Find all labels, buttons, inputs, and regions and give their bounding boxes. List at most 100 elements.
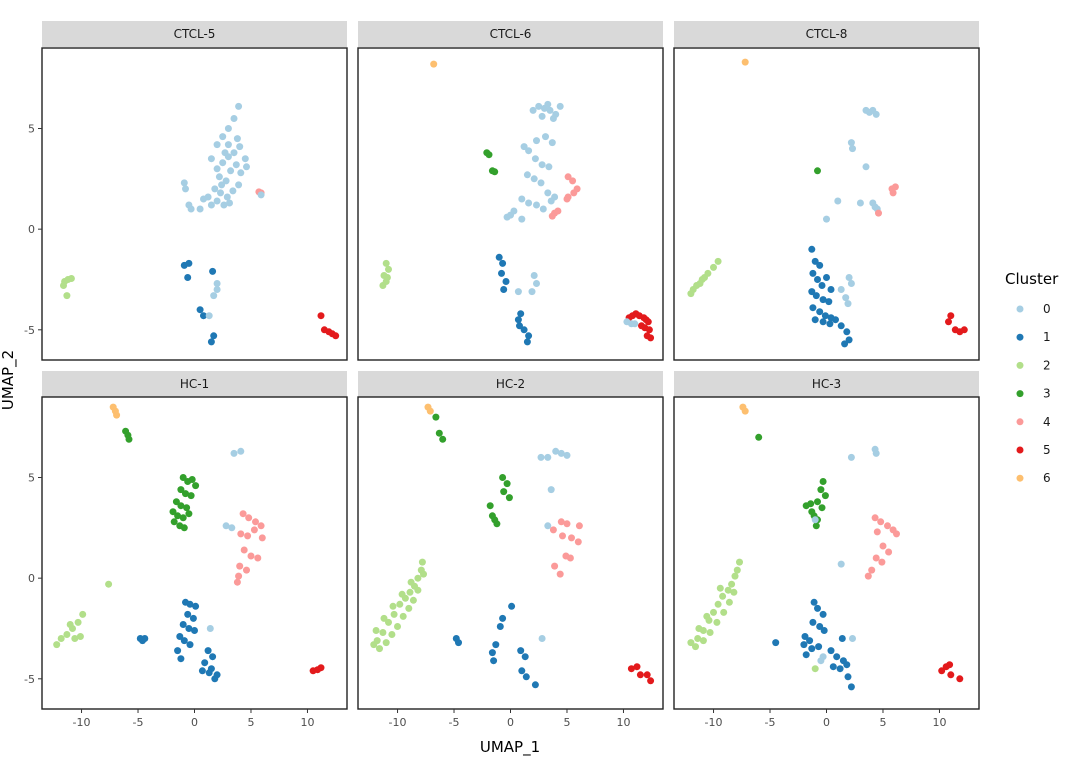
point-cluster-4 xyxy=(245,514,253,522)
point-cluster-4 xyxy=(549,526,557,534)
legend-label: 0 xyxy=(1043,302,1051,316)
point-cluster-2 xyxy=(60,282,67,289)
point-cluster-2 xyxy=(731,572,739,580)
point-cluster-1 xyxy=(205,669,213,677)
point-cluster-0 xyxy=(220,201,228,209)
point-cluster-5 xyxy=(947,671,955,679)
point-cluster-0 xyxy=(207,201,215,209)
point-cluster-0 xyxy=(200,195,207,203)
point-cluster-3 xyxy=(180,524,188,532)
point-cluster-2 xyxy=(389,602,397,610)
point-cluster-0 xyxy=(871,203,879,211)
point-cluster-1 xyxy=(184,274,192,281)
point-cluster-0 xyxy=(230,449,238,457)
point-cluster-4 xyxy=(875,209,882,217)
point-cluster-1 xyxy=(838,635,846,642)
point-cluster-0 xyxy=(237,447,245,455)
point-cluster-2 xyxy=(376,645,383,653)
point-cluster-4 xyxy=(247,552,255,560)
point-cluster-4 xyxy=(878,558,886,566)
point-cluster-1 xyxy=(502,278,510,285)
point-cluster-2 xyxy=(53,641,61,649)
point-cluster-3 xyxy=(174,512,182,520)
point-cluster-5 xyxy=(627,665,635,673)
point-cluster-4 xyxy=(233,578,241,586)
point-cluster-1 xyxy=(833,653,841,661)
point-cluster-2 xyxy=(736,558,743,566)
point-cluster-3 xyxy=(499,474,507,481)
point-cluster-3 xyxy=(818,504,826,512)
point-cluster-1 xyxy=(176,633,184,640)
point-cluster-0 xyxy=(529,106,537,114)
point-cluster-3 xyxy=(432,413,440,421)
point-cluster-0 xyxy=(213,165,221,173)
point-cluster-1 xyxy=(514,316,522,324)
point-cluster-3 xyxy=(177,502,185,510)
point-cluster-4 xyxy=(884,522,891,530)
point-cluster-2 xyxy=(687,639,695,647)
point-cluster-0 xyxy=(631,320,639,328)
point-cluster-6 xyxy=(426,407,434,415)
point-cluster-0 xyxy=(544,522,552,530)
point-cluster-4 xyxy=(889,189,897,197)
point-cluster-1 xyxy=(826,320,834,328)
point-cluster-2 xyxy=(701,274,708,281)
point-cluster-0 xyxy=(206,625,214,632)
point-cluster-1 xyxy=(811,316,819,324)
point-cluster-2 xyxy=(76,633,84,640)
point-cluster-1 xyxy=(196,306,204,314)
point-cluster-5 xyxy=(647,334,655,342)
point-cluster-0 xyxy=(525,199,533,207)
legend-label: 2 xyxy=(1043,358,1051,372)
point-cluster-0 xyxy=(837,286,845,293)
point-cluster-4 xyxy=(554,207,562,215)
facet-strip xyxy=(42,371,347,397)
point-cluster-4 xyxy=(871,514,879,522)
point-cluster-1 xyxy=(186,600,194,608)
point-cluster-1 xyxy=(179,621,187,628)
point-cluster-4 xyxy=(244,532,252,540)
facet-strip xyxy=(358,21,663,47)
point-cluster-1 xyxy=(192,602,200,610)
point-cluster-1 xyxy=(847,683,855,691)
point-cluster-2 xyxy=(388,631,396,638)
point-cluster-4 xyxy=(877,518,885,526)
point-cluster-4 xyxy=(237,530,245,538)
point-cluster-1 xyxy=(836,665,844,673)
point-cluster-1 xyxy=(832,316,839,324)
point-cluster-1 xyxy=(811,257,819,265)
point-cluster-1 xyxy=(814,604,821,612)
x-tick-label: 5 xyxy=(563,716,570,729)
point-cluster-0 xyxy=(180,179,188,187)
point-cluster-0 xyxy=(222,522,230,530)
x-tick-label: 5 xyxy=(879,716,886,729)
point-cluster-3 xyxy=(185,510,193,518)
point-cluster-0 xyxy=(211,185,219,193)
point-cluster-3 xyxy=(439,435,447,443)
point-cluster-3 xyxy=(169,508,177,516)
x-tick-label: -10 xyxy=(705,716,723,729)
point-cluster-0 xyxy=(215,173,223,181)
point-cluster-0 xyxy=(525,147,533,155)
point-cluster-0 xyxy=(236,143,244,151)
legend-title: Cluster xyxy=(1005,270,1059,288)
point-cluster-1 xyxy=(843,328,851,336)
point-cluster-1 xyxy=(809,618,817,626)
x-axis-label: UMAP_1 xyxy=(480,738,540,757)
point-cluster-0 xyxy=(872,449,880,457)
x-tick-label: 10 xyxy=(616,716,630,729)
point-cluster-0 xyxy=(549,115,557,122)
point-cluster-1 xyxy=(200,312,207,320)
y-tick-label: -5 xyxy=(24,324,35,337)
point-cluster-0 xyxy=(237,169,245,177)
point-cluster-0 xyxy=(849,635,856,642)
point-cluster-3 xyxy=(187,492,195,500)
point-cluster-3 xyxy=(814,167,821,175)
point-cluster-3 xyxy=(817,486,825,494)
point-cluster-0 xyxy=(530,272,538,279)
point-cluster-2 xyxy=(105,580,113,588)
point-cluster-0 xyxy=(229,187,237,195)
point-cluster-1 xyxy=(819,610,827,618)
point-cluster-0 xyxy=(528,288,536,296)
